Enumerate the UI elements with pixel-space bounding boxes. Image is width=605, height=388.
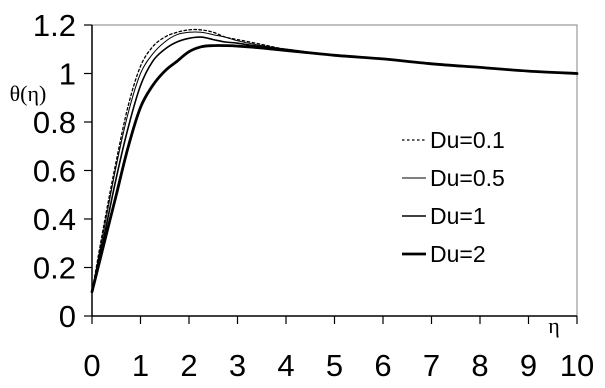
x-tick-label: 6 [374, 348, 391, 383]
legend-label: Du=2 [430, 241, 486, 267]
x-tick-label: 8 [471, 348, 488, 383]
y-axis: 0 0.2 0.4 0.6 0.8 1 1.2 [33, 8, 93, 334]
x-tick-label: 5 [326, 348, 343, 383]
x-tick-label: 2 [180, 348, 197, 383]
y-tick-label: 0.4 [33, 202, 76, 237]
x-tick-label: 1 [132, 348, 149, 383]
y-tick-label: 0.8 [33, 105, 76, 140]
plot-frame [92, 24, 578, 316]
legend: Du=0.1 Du=0.5 Du=1 Du=2 [402, 127, 505, 267]
legend-label: Du=0.5 [430, 165, 505, 191]
y-tick-label: 0.2 [33, 251, 76, 286]
x-tick-label: 4 [277, 348, 294, 383]
x-axis: 0 1 2 3 4 5 6 7 8 9 10 [83, 315, 594, 383]
y-tick-label: 1.2 [33, 8, 76, 43]
x-tick-label: 10 [560, 348, 594, 383]
plot-border [92, 24, 578, 316]
y-tick-label: 1 [59, 57, 76, 92]
x-tick-label: 3 [229, 348, 246, 383]
legend-label: Du=1 [430, 203, 486, 229]
y-tick-label: 0.6 [33, 154, 76, 189]
y-tick-label: 0 [59, 299, 76, 334]
x-axis-label: η [548, 313, 560, 338]
series-layer [90, 28, 579, 294]
x-tick-label: 7 [423, 348, 440, 383]
y-axis-label: θ(η) [10, 81, 47, 106]
series-line-du-2 [90, 44, 579, 294]
x-tick-label: 0 [83, 348, 100, 383]
x-tick-label: 9 [520, 348, 537, 383]
legend-label: Du=0.1 [430, 127, 505, 153]
